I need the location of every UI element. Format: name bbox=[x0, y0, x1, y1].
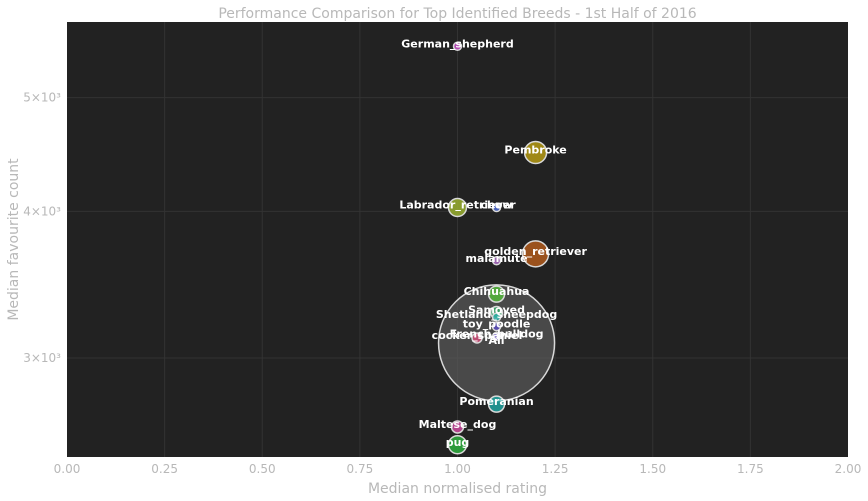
scatter-point bbox=[487, 395, 506, 413]
scatter-point bbox=[491, 331, 502, 342]
point-label: Maltese_dog bbox=[419, 418, 497, 431]
x-tick-label: 0.00 bbox=[54, 462, 81, 476]
scatter-point bbox=[491, 256, 502, 266]
point-label: Pembroke bbox=[504, 143, 566, 156]
scatter-point bbox=[450, 420, 465, 434]
point-label: Shetland_sheepdog bbox=[436, 308, 557, 321]
grid bbox=[67, 22, 848, 457]
point-label: Labrador_retriever bbox=[399, 199, 516, 212]
point-label: German_shepherd bbox=[401, 37, 513, 50]
point-labels: German_shepherd Pembroke Labrador_retrieve… bbox=[399, 37, 587, 448]
x-axis-ticks: 0.00 0.25 0.50 0.75 1.00 1.25 1.50 1.75 2.00 bbox=[54, 462, 862, 476]
point-label: golden_retriever bbox=[484, 245, 587, 258]
point-label: Pomeranian bbox=[459, 395, 533, 408]
scatter-point bbox=[491, 202, 502, 213]
x-tick-label: 1.00 bbox=[444, 462, 471, 476]
point-label: pug bbox=[446, 436, 470, 449]
y-tick-label: 5×10³ bbox=[23, 91, 61, 105]
x-axis-label: Median normalised rating bbox=[368, 481, 547, 497]
x-tick-label: 0.50 bbox=[249, 462, 276, 476]
y-tick-label: 3×10³ bbox=[23, 351, 61, 365]
x-tick-label: 2.00 bbox=[835, 462, 862, 476]
x-tick-label: 0.25 bbox=[151, 462, 178, 476]
x-tick-label: 1.75 bbox=[737, 462, 764, 476]
scatter-point bbox=[447, 435, 468, 455]
point-label: Samoyed bbox=[468, 303, 525, 316]
scatter-point bbox=[521, 240, 550, 268]
point-label: French_bulldog bbox=[450, 327, 544, 340]
y-axis-ticks: 3×10³ 4×10³ 5×10³ bbox=[23, 91, 61, 365]
scatter-points bbox=[437, 41, 556, 455]
point-label: Chihuahua bbox=[464, 285, 530, 298]
x-tick-label: 1.25 bbox=[542, 462, 569, 476]
point-label: All bbox=[489, 334, 505, 347]
chart-title: Performance Comparison for Top Identifie… bbox=[218, 6, 696, 22]
scatter-point bbox=[487, 285, 506, 303]
scatter-point bbox=[452, 41, 463, 52]
scatter-point bbox=[491, 321, 502, 332]
x-tick-label: 0.75 bbox=[347, 462, 374, 476]
point-label: chow bbox=[481, 199, 513, 212]
point-label: malamute bbox=[466, 252, 528, 265]
y-tick-label: 4×10³ bbox=[23, 204, 61, 218]
point-label: cocker_spaniel bbox=[432, 329, 523, 342]
scatter-point bbox=[491, 312, 502, 322]
y-axis-label: Median favourite count bbox=[6, 158, 22, 321]
scatter-point bbox=[447, 197, 468, 218]
scatter-point bbox=[471, 332, 483, 344]
point-label: toy_poodle bbox=[463, 318, 531, 331]
scatter-point bbox=[523, 140, 548, 165]
x-tick-label: 1.50 bbox=[639, 462, 666, 476]
